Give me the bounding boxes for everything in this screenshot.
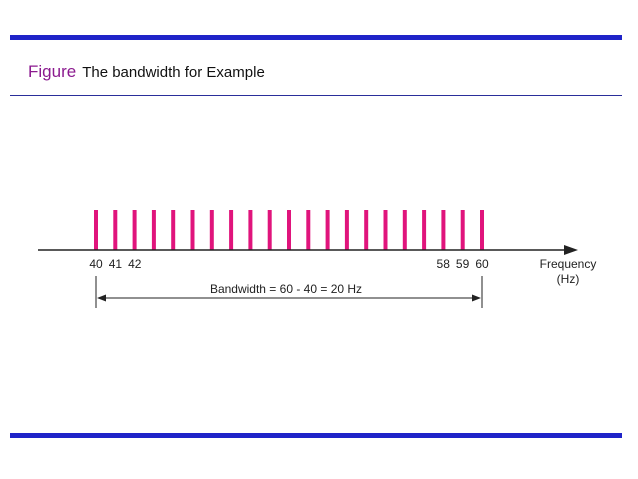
caption-underline [10, 95, 622, 96]
frequency-spike-53 [344, 210, 349, 250]
tick-label-40: 40 [89, 257, 103, 271]
frequency-spike-40 [94, 210, 98, 250]
frequency-spike-54 [364, 210, 369, 250]
frequency-spike-50 [287, 210, 291, 250]
frequency-spike-41 [113, 210, 118, 250]
tick-label-59: 59 [456, 257, 470, 271]
frequency-spike-51 [306, 210, 311, 250]
frequency-spike-57 [422, 210, 427, 250]
frequency-spike-44 [171, 210, 176, 250]
bandwidth-label: Bandwidth = 60 - 40 = 20 Hz [210, 282, 362, 296]
frequency-spike-60 [480, 210, 484, 250]
frequency-spike-55 [383, 210, 388, 250]
figure-caption-text: The bandwidth for Example [82, 64, 265, 81]
bandwidth-arrow-left [97, 294, 106, 302]
tick-label-58: 58 [437, 257, 451, 271]
frequency-spike-48 [248, 210, 253, 250]
tick-label-42: 42 [128, 257, 142, 271]
frequency-spikes [94, 210, 484, 250]
frequency-spike-59 [460, 210, 465, 250]
frequency-spike-45 [190, 210, 195, 250]
frequency-spike-52 [325, 210, 330, 250]
bottom-rule [10, 433, 622, 438]
top-rule [10, 35, 622, 40]
tick-label-41: 41 [109, 257, 123, 271]
figure-label: Figure [28, 62, 77, 81]
figure-caption: Figure The bandwidth for Example [28, 60, 265, 85]
axis-label-unit: (Hz) [557, 272, 580, 286]
bandwidth-arrow-right [472, 294, 481, 302]
frequency-spike-58 [441, 210, 446, 250]
frequency-spike-56 [402, 210, 407, 250]
axis-label-frequency: Frequency [540, 257, 597, 271]
frequency-spike-46 [209, 210, 214, 250]
frequency-spike-43 [151, 210, 156, 250]
frequency-spike-49 [267, 210, 272, 250]
axis-arrowhead [564, 245, 578, 255]
frequency-spike-42 [132, 210, 137, 250]
frequency-spike-47 [229, 210, 234, 250]
tick-label-60: 60 [475, 257, 489, 271]
